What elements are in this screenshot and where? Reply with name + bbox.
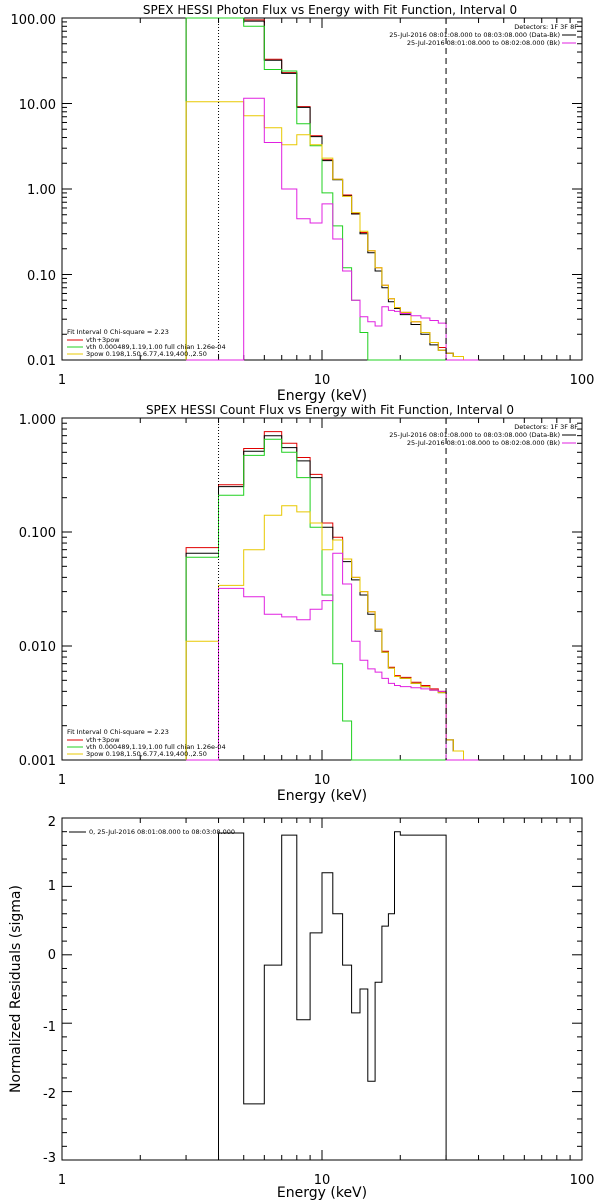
panel1-vlines (218, 18, 447, 360)
panel2-xlabel: Energy (keV) (277, 788, 367, 804)
panel3-legend-text: 0, 25-Jul-2016 08:01:08.000 to 08:03:08.… (89, 828, 235, 836)
panel2-title: SPEX HESSI Count Flux vs Energy with Fit… (146, 403, 514, 417)
panel2-xtick-1: 1 (58, 773, 66, 788)
panel3-xlabel: Energy (keV) (277, 1185, 367, 1200)
panel1-series-2-histogram (185, 17, 479, 361)
panel2-xtick-10: 10 (314, 773, 331, 788)
panel3-frame (61, 817, 583, 1161)
photon-flux-panel: SPEX HESSI Photon Flux vs Energy with Fi… (11, 3, 595, 404)
panel1-ytick-4: 100.00 (11, 13, 57, 28)
panel1-fit-line-3: 3pow 0.198,1.50,6.77,4.19,400.,2.50 (86, 350, 207, 358)
panel3-xtick-10: 10 (314, 1173, 331, 1188)
panel3-xtick-100: 100 (570, 1173, 595, 1188)
panel1-series-3-histogram (185, 101, 479, 361)
panel2-fit-line-0: Fit Interval 0 Chi-square = 2.23 (67, 728, 169, 736)
panel2-fit-line-1: vth+3pow (86, 736, 120, 744)
panel2-header-line-2: 25-Jul-2016 08:01:08.000 to 08:02:08.000… (407, 439, 560, 447)
panel1-ytick-2: 1.00 (27, 183, 56, 198)
panel2-ytick-2: 0.100 (19, 526, 56, 541)
panel1-ytick-0: 0.01 (27, 354, 56, 369)
panel2-xtick-100: 100 (570, 773, 595, 788)
panel2-series-2-histogram (185, 438, 479, 761)
panel2-ytick-0: 0.001 (19, 754, 56, 769)
panel3-ytick-0: 0 (48, 948, 56, 963)
panel2-fit-line-2: vth 0.000489,1.19,1.00 full chian 1.26e-… (86, 743, 226, 751)
panel1-series-0-histogram (185, 17, 479, 361)
panel1-series-1-histogram (185, 17, 479, 361)
panel3-xtick-1: 1 (58, 1173, 66, 1188)
panel1-fit-line-2: vth 0.000489,1.19,1.00 full chian 1.26e-… (86, 343, 226, 351)
panel1-xtick-100: 100 (570, 373, 595, 388)
panel1-header-line-0: Detectors: 1F 3F 8F (514, 23, 578, 31)
panel2-series-4-histogram (186, 552, 479, 761)
panel1-fit-line-1: vth+3pow (86, 336, 120, 344)
panel1-title: SPEX HESSI Photon Flux vs Energy with Fi… (143, 3, 517, 17)
panel2-header-line-1: 25-Jul-2016 08:01:08.000 to 08:03:08.000… (389, 431, 560, 439)
panel3-ytick-m1: -1 (43, 1020, 56, 1035)
count-flux-panel: SPEX HESSI Count Flux vs Energy with Fit… (19, 403, 595, 804)
panel1-xtick-10: 10 (314, 373, 331, 388)
panel1-ticks (61, 17, 583, 361)
panel2-series-group (185, 431, 479, 761)
panel2-fit-line-3: 3pow 0.198,1.50,6.77,4.19,400.,2.50 (86, 750, 207, 758)
panel2-ytick-1: 0.010 (19, 640, 56, 655)
panel2-ytick-3: 1.000 (19, 413, 56, 428)
panel1-xlabel: Energy (keV) (277, 388, 367, 404)
panel1-xtick-1: 1 (58, 373, 66, 388)
panel3-ytick-m3: -3 (43, 1151, 56, 1166)
panel2-vlines (218, 418, 447, 760)
panel1-header-line-1: 25-Jul-2016 08:01:08.000 to 08:03:08.000… (389, 31, 560, 39)
panel3-ytick-2: 2 (48, 815, 56, 830)
panel3-ylabel: Normalized Residuals (sigma) (8, 885, 24, 1093)
panel3-series-group (218, 831, 447, 1160)
residuals-panel: 1 10 100 -3 -2 -1 0 1 2 Energy (keV) Nor… (8, 815, 594, 1200)
panel2-header-line-0: Detectors: 1F 3F 8F (514, 423, 578, 431)
panel3-ytick-1: 1 (48, 879, 56, 894)
panel3-ticks (61, 817, 583, 1161)
panel1-ytick-1: 0.10 (27, 269, 56, 284)
panel1-series-4-histogram (186, 97, 479, 361)
panel1-series-group (185, 17, 479, 361)
panel1-ytick-3: 10.00 (19, 98, 56, 113)
panel1-header-line-2: 25-Jul-2016 08:01:08.000 to 08:02:08.000… (407, 39, 560, 47)
panel1-fit-line-0: Fit Interval 0 Chi-square = 2.23 (67, 328, 169, 336)
panel3-ytick-m2: -2 (43, 1087, 56, 1102)
panel3-series-0-histogram (218, 831, 447, 1160)
